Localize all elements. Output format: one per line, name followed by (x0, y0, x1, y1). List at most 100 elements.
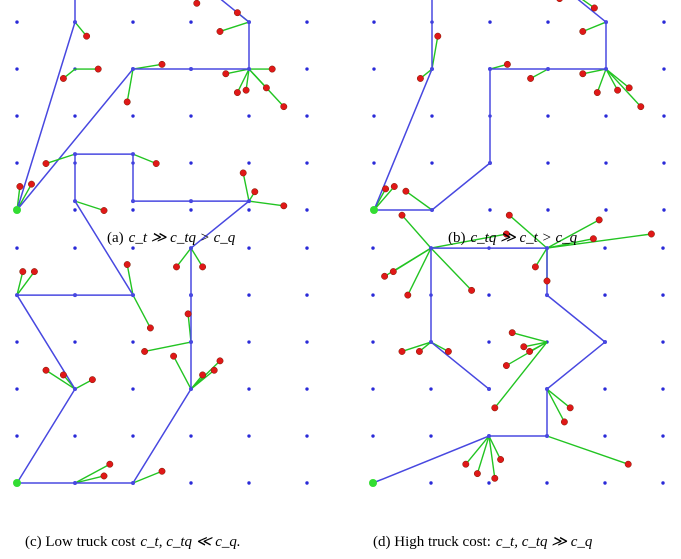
grid-dot (661, 246, 665, 250)
customer-node (579, 70, 587, 78)
grid-dot (546, 114, 550, 118)
caption-d-text: c_t, c_tq ≫ c_q (495, 534, 593, 550)
depot-node (13, 206, 21, 214)
grid-dot (73, 208, 77, 212)
customer-node (560, 418, 568, 426)
customer-node (216, 28, 224, 35)
route-node (131, 67, 135, 72)
truck-route (373, 0, 607, 211)
customer-node (404, 291, 412, 299)
customer-link (546, 435, 629, 465)
route-node (603, 340, 607, 345)
grid-dot (662, 161, 666, 165)
grid-dot (131, 434, 135, 438)
grid-dot (487, 481, 491, 485)
customer-node (146, 324, 154, 332)
route-node (73, 481, 77, 485)
route-node (430, 208, 434, 212)
customer-link (16, 183, 33, 211)
grid-dot (430, 161, 434, 165)
customer-node (100, 207, 108, 214)
customer-link (132, 294, 152, 329)
customer-node (491, 404, 499, 412)
grid-dot (429, 387, 433, 391)
grid-dot (603, 481, 607, 485)
customer-link (392, 247, 432, 273)
grid-dot (546, 20, 550, 24)
grid-dot (305, 293, 309, 297)
customer-link (546, 219, 600, 249)
customer-node (280, 103, 288, 111)
grid-dot (372, 67, 376, 71)
route-node (604, 20, 608, 25)
customer-node (502, 230, 510, 238)
grid-dot (305, 114, 309, 118)
customer-link (242, 172, 250, 202)
grid-dot (487, 293, 491, 297)
customer-link (245, 68, 250, 91)
customer-node (637, 103, 645, 111)
grid-dot (305, 340, 309, 344)
customer-node (242, 86, 250, 94)
grid-dot (189, 114, 193, 118)
grid-dot (372, 161, 376, 165)
customer-node (398, 211, 406, 219)
customer-node (30, 268, 38, 276)
customer-link (132, 153, 157, 165)
customer-node (402, 187, 410, 195)
grid-dot (247, 481, 251, 485)
grid-dot (131, 246, 135, 250)
route-node (487, 434, 491, 439)
customer-link (219, 21, 250, 33)
customer-link (45, 369, 76, 390)
grid-dot (662, 114, 666, 118)
customer-node (390, 183, 398, 190)
route-node (546, 67, 550, 72)
customer-node (158, 467, 166, 475)
route-node (131, 481, 135, 485)
customer-link (605, 68, 619, 91)
customer-link (126, 264, 134, 296)
grid-dot (305, 434, 309, 438)
route-node (189, 67, 193, 72)
grid-dot (131, 208, 135, 212)
grid-dot (603, 387, 607, 391)
customer-link (488, 435, 496, 479)
grid-dot (73, 246, 77, 250)
grid-dot (15, 434, 19, 438)
route-node (189, 199, 193, 204)
customer-node (625, 84, 633, 92)
depot-node (13, 479, 21, 487)
customer-node (624, 460, 632, 468)
grid-dot (305, 161, 309, 165)
customer-link (373, 186, 395, 211)
customer-node (42, 366, 50, 374)
route-node (247, 67, 251, 72)
grid-dot (604, 208, 608, 212)
caption-b-text: c_tq ≫ c_t > c_q (470, 230, 578, 246)
customer-link (74, 463, 111, 484)
customer-link (494, 341, 548, 409)
customer-node (262, 84, 270, 92)
route-node (73, 293, 77, 298)
grid-dot (305, 481, 309, 485)
customer-node (468, 286, 476, 294)
grid-dot (430, 114, 434, 118)
customer-node (595, 216, 603, 224)
grid-dot (661, 434, 665, 438)
route-node (430, 67, 434, 72)
route-node (488, 161, 492, 166)
grid-dot (305, 208, 309, 212)
grid-dot (305, 67, 309, 71)
caption-d: (d) High truck cost: c_t, c_tq ≫ c_q (373, 532, 592, 551)
caption-d-label: (d) High truck cost: (373, 534, 491, 550)
customer-link (126, 68, 134, 103)
depot-node (369, 479, 377, 487)
customer-node (42, 160, 50, 167)
grid-dot (305, 246, 309, 250)
grid-dot (247, 434, 251, 438)
grid-dot (15, 20, 19, 24)
grid-dot (189, 434, 193, 438)
customer-node (59, 75, 67, 82)
